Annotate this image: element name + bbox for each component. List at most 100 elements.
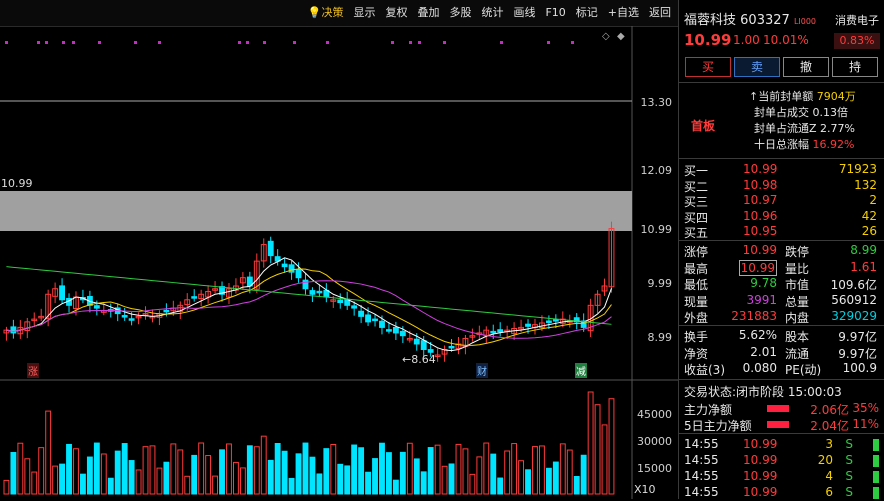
- volume-bar: [212, 475, 219, 495]
- overlay-button[interactable]: 叠加: [417, 6, 440, 19]
- ma20-line: [6, 280, 612, 339]
- quote-label: 市值: [785, 278, 810, 292]
- candle-body: [24, 321, 31, 331]
- quote-value: 3991: [746, 292, 777, 307]
- orderbook-row[interactable]: 买四 10.96 42: [679, 209, 884, 225]
- sector-name[interactable]: 消费电子: [835, 14, 879, 27]
- draw-line-button[interactable]: 画线: [513, 6, 536, 19]
- candle-body: [45, 293, 52, 320]
- signal-dot: [37, 41, 40, 44]
- candle-body: [580, 320, 587, 328]
- limit-band: [0, 191, 632, 231]
- capital-row: 主力净额 2.06亿 35%: [679, 401, 884, 417]
- orderbook-row[interactable]: 买五 10.95 26: [679, 224, 884, 240]
- tick-row[interactable]: 14:55 10.99 4 S: [679, 469, 884, 485]
- volume-bar: [149, 445, 156, 495]
- reduce-marker[interactable]: 减: [575, 363, 587, 378]
- volume-bar: [135, 469, 142, 495]
- orderbook-row[interactable]: 买一 10.99 71923: [679, 162, 884, 178]
- signal-dot: [443, 41, 446, 44]
- tick-bar: [873, 439, 879, 451]
- candle-body: [191, 296, 198, 299]
- volume-bar: [462, 448, 469, 495]
- orderbook-volume: 26: [861, 224, 877, 238]
- tick-row[interactable]: 14:55 10.99 3 S: [679, 437, 884, 453]
- fund-value: 5.62%: [738, 328, 777, 342]
- candle-body: [52, 288, 59, 297]
- volume-bar: [413, 458, 420, 495]
- cancel-order-button[interactable]: 撤: [783, 57, 829, 77]
- limit-up-marker[interactable]: 涨: [27, 363, 39, 378]
- volume-bar: [594, 404, 601, 495]
- volume-bar: [476, 456, 483, 495]
- orderbook-label: 买五: [684, 226, 709, 240]
- volume-bar: [316, 473, 323, 495]
- tick-price: 10.99: [743, 485, 778, 499]
- tick-row[interactable]: 14:55 10.99 6 S: [679, 485, 884, 501]
- seal-line: ↑当前封单额 7904万: [749, 90, 856, 103]
- mark-button[interactable]: 标记: [575, 6, 598, 19]
- volume-bar: [601, 424, 608, 495]
- capital-value: 2.06亿: [810, 403, 849, 417]
- volume-tick-45000: 45000: [637, 408, 672, 421]
- signal-dot: [418, 41, 421, 44]
- tick-side: S: [845, 469, 853, 483]
- quote-row: 涨停 10.99 跌停 8.99: [679, 243, 884, 259]
- orderbook-row[interactable]: 买三 10.97 2: [679, 193, 884, 209]
- quote-label: 最高: [684, 261, 709, 276]
- volume-bar: [566, 449, 573, 495]
- sell-button[interactable]: 卖: [734, 57, 780, 77]
- orderbook-price: 10.97: [743, 193, 778, 207]
- volume-bar: [184, 475, 191, 495]
- orderbook-row[interactable]: 买二 10.98 132: [679, 178, 884, 194]
- volume-bar: [93, 442, 100, 495]
- display-button[interactable]: 显示: [353, 6, 376, 19]
- diamond-icon: ◇: [602, 31, 610, 42]
- volume-bar: [497, 477, 504, 495]
- volume-bar: [142, 446, 149, 495]
- stock-code: 603327: [740, 13, 790, 28]
- stock-name: 福蓉科技 603327 LI000: [684, 13, 817, 28]
- volume-bar: [260, 435, 267, 495]
- candle-body: [455, 343, 462, 349]
- candle-body: [594, 293, 601, 306]
- volume-bar: [121, 443, 128, 495]
- volume-unit: X10: [634, 483, 656, 496]
- buy-button[interactable]: 买: [685, 57, 731, 77]
- volume-bar: [490, 453, 497, 495]
- volume-bar: [372, 458, 378, 495]
- candle-body: [434, 354, 441, 358]
- low-annotation: ←8.64: [402, 353, 436, 366]
- holdings-button[interactable]: 持: [832, 57, 878, 77]
- orderbook-price: 10.96: [743, 208, 778, 223]
- signal-dot: [158, 41, 161, 44]
- quote-row: 现量 3991 总量 560912: [679, 293, 884, 309]
- adjust-button[interactable]: 复权: [385, 6, 408, 19]
- stats-button[interactable]: 统计: [481, 6, 504, 19]
- chart-toolbar: 💡决策 显示 复权 叠加 多股 统计 画线 F10 标记 +自选 返回: [0, 0, 678, 27]
- finance-marker[interactable]: 财: [476, 363, 488, 378]
- volume-bar: [552, 461, 559, 495]
- tick-volume: 6: [825, 485, 833, 499]
- f10-button[interactable]: F10: [545, 6, 566, 19]
- volume-bar: [205, 455, 212, 495]
- volume-bar: [295, 453, 302, 495]
- kline-chart[interactable]: ◇ ◆ 13.30 12.09 10.99 9.99 8.99 10.99 ←8.…: [0, 26, 678, 499]
- decision-button[interactable]: 💡决策: [307, 6, 344, 19]
- fund-label: 股本: [785, 330, 810, 344]
- add-watchlist-button[interactable]: +自选: [607, 6, 639, 19]
- tick-row[interactable]: 14:55 10.99 20 S: [679, 453, 884, 469]
- quote-label: 总量: [785, 294, 810, 309]
- volume-bar: [114, 450, 121, 495]
- kline-canvas[interactable]: ◇ ◆: [0, 26, 678, 499]
- orderbook-price: 10.95: [743, 224, 778, 238]
- multi-stock-button[interactable]: 多股: [449, 6, 472, 19]
- quote-value: 329029: [831, 309, 877, 323]
- quote-panel: 福蓉科技 603327 LI000 消费电子 0.83% 10.99 1.00 …: [678, 0, 884, 499]
- back-button[interactable]: 返回: [649, 6, 671, 19]
- candle-body: [601, 285, 608, 292]
- volume-bar: [365, 471, 372, 495]
- candle-body: [135, 315, 142, 319]
- quote-row: 最低 9.78 市值 109.6亿: [679, 276, 884, 292]
- volume-bar: [226, 443, 232, 495]
